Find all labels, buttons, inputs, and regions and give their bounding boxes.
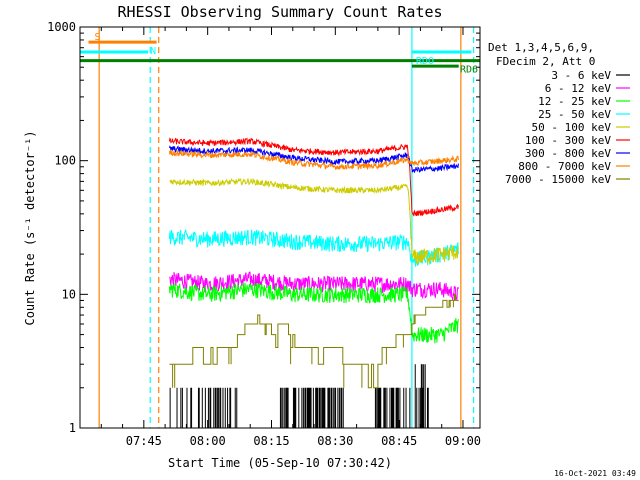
y-tick-label: 10	[62, 287, 76, 301]
x-tick-label: 08:45	[381, 434, 417, 448]
series-line	[168, 228, 459, 267]
legend-label: 25 - 50 keV	[538, 108, 611, 121]
chart-title: RHESSI Observing Summary Count Rates	[117, 3, 442, 21]
x-axis-label: Start Time (05-Sep-10 07:30:42)	[168, 456, 392, 470]
axis-ticks	[80, 26, 480, 429]
flag-label: S	[95, 32, 101, 43]
series-3-6keV	[169, 364, 429, 428]
legend-label: 300 - 800 keV	[525, 147, 611, 160]
legend-label: 50 - 100 keV	[532, 121, 612, 134]
y-tick-label: 100	[54, 154, 76, 168]
series-line	[168, 149, 459, 171]
y-axis-label: Count Rate (s⁻¹ detector⁻¹)	[23, 130, 37, 325]
footer-date: 16-Oct-2021 03:49	[554, 469, 636, 478]
series-line	[168, 137, 459, 217]
legend-label: 7000 - 15000 keV	[505, 173, 611, 186]
series-line	[169, 177, 459, 265]
x-tick-label: 07:45	[126, 434, 162, 448]
legend-label: 3 - 6 keV	[551, 69, 611, 82]
x-tick-label: 08:30	[317, 434, 353, 448]
legend-header-line-1: Det 1,3,4,5,6,9,	[488, 41, 594, 54]
x-tick-label: 09:00	[445, 434, 481, 448]
legend-label: 6 - 12 keV	[545, 82, 612, 95]
x-tick-label: 08:00	[190, 434, 226, 448]
flag-label: N	[150, 46, 156, 57]
legend-label: 12 - 25 keV	[538, 95, 611, 108]
legend-label: 100 - 300 keV	[525, 134, 611, 147]
flag-label: RDO	[416, 56, 434, 67]
flag-label: RD6	[460, 65, 478, 76]
y-tick-label: 1000	[47, 20, 76, 34]
series-line	[168, 282, 459, 344]
y-tick-label: 1	[69, 421, 76, 435]
plot-frame	[79, 26, 481, 429]
x-tick-label: 08:15	[253, 434, 289, 448]
axis-labels: 07:45 08:00 08:15 08:30 08:45 09:00 1 10 100 1000	[47, 20, 481, 448]
legend-header-line-2: FDecim 2, Att 0	[496, 55, 595, 68]
legend-label: 800 - 7000 keV	[518, 160, 611, 173]
series-line	[168, 145, 459, 173]
plot-data: S N RD6 RDO	[80, 27, 480, 428]
series-line	[169, 293, 459, 389]
